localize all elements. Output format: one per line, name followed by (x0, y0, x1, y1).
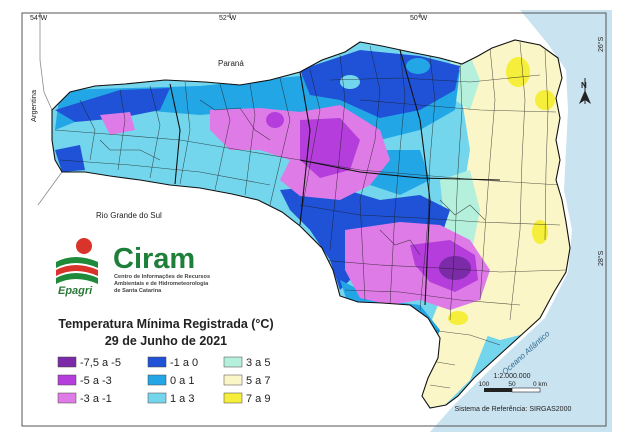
legend-label: 1 a 3 (170, 393, 194, 405)
coordinate-labels: 54°W 52°W 50°W 26°S 28°S (30, 13, 605, 266)
legend-swatch (147, 356, 167, 368)
border-rs (37, 171, 63, 206)
legend-swatch (57, 392, 77, 404)
map-title: Temperatura Mínima Registrada (°C) (58, 317, 273, 331)
legend-swatch (147, 392, 167, 404)
ocean-area (430, 10, 612, 432)
legend-label: 3 a 5 (246, 357, 270, 369)
map-border (21, 12, 607, 427)
coord-52w: 52°W (219, 14, 237, 22)
scale-tick-3: 0 km (533, 381, 547, 388)
map-date: 29 de Junho de 2021 (105, 334, 227, 348)
ciram-subtitle-1: Centro de Informações de Recursos (114, 274, 210, 280)
legend-swatch (57, 356, 77, 368)
legend-label: -5 a -3 (80, 375, 112, 387)
legend-label: 0 a 1 (170, 375, 194, 387)
label-parana: Paraná (218, 59, 244, 68)
legend-label: 7 a 9 (246, 393, 270, 405)
coord-50w: 50°W (410, 14, 428, 22)
scale-ratio: 1:2.000.000 (494, 373, 531, 380)
legend-label: -3 a -1 (80, 393, 112, 405)
regional-boundaries (169, 49, 501, 306)
legend-label: -1 a 0 (170, 357, 198, 369)
epagri-wordmark: Epagri (58, 285, 93, 297)
legend-label: -7,5 a -5 (80, 357, 121, 369)
border-argentina (39, 14, 53, 111)
legend-swatch (147, 374, 167, 386)
coord-54w: 54°W (30, 14, 48, 22)
ciram-subtitle-3: de Santa Catarina (114, 288, 162, 294)
north-label: N (581, 81, 587, 90)
scale-bar: 1:2.000.000 100 50 0 km Sistema de Refer… (455, 373, 572, 413)
ciram-logo: Epagri Ciram Centro de Informações de Re… (56, 238, 210, 297)
legend-swatch (57, 374, 77, 386)
legend-swatch (223, 356, 243, 368)
legend-label: 5 a 7 (246, 375, 270, 387)
legend-swatch (223, 374, 243, 386)
north-arrow-icon: N (579, 78, 591, 104)
legend-swatch (223, 392, 243, 404)
coord-28s: 28°S (597, 250, 605, 266)
ciram-subtitle-2: Ambientais e de Hidrometeorologia (114, 281, 209, 287)
scale-tick-1: 100 (479, 381, 490, 388)
label-argentina: Argentina (29, 89, 38, 122)
legend: -7,5 a -5 -5 a -3 -3 a -1 -1 a 0 0 a 1 1 a 3 3… (57, 356, 270, 405)
scale-tick-2: 50 (508, 381, 516, 388)
coord-26s: 26°S (597, 36, 605, 52)
label-rio-grande-do-sul: Rio Grande do Sul (96, 211, 162, 220)
epagri-emblem-icon (56, 238, 98, 284)
ciram-wordmark: Ciram (113, 243, 195, 275)
scale-reference: Sistema de Referência: SIRGAS2000 (455, 406, 572, 413)
